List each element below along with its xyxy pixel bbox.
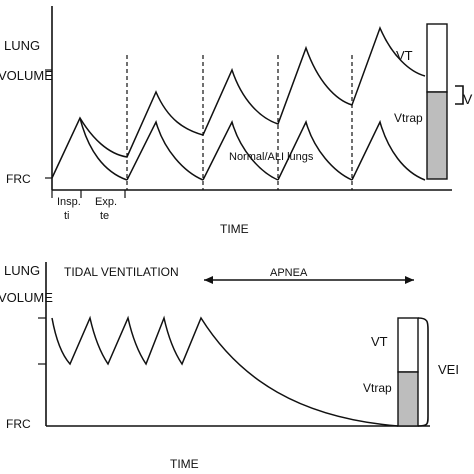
phase-apnea: APNEA <box>270 267 308 279</box>
bottom-vt-bar <box>397 317 419 373</box>
exp-time-label: te <box>100 210 109 222</box>
top-y-label-line1: LUNG <box>4 38 40 53</box>
phase-tidal-ventilation: TIDAL VENTILATION <box>64 265 179 279</box>
bottom-volume-bracket <box>417 317 429 427</box>
insp-label: Insp. <box>57 196 81 208</box>
insp-time-label: ti <box>64 210 70 222</box>
vt-bar <box>426 23 448 93</box>
apnea-arrow-right-head <box>405 276 414 284</box>
top-x-label: TIME <box>220 222 249 236</box>
normal-lung-curve <box>79 117 426 181</box>
tidal-apnea-curve <box>51 315 399 427</box>
bottom-vt-label: VT <box>371 334 388 349</box>
bottom-frc-label: FRC <box>6 417 31 431</box>
top-panel: LUNG VOLUME FRC Insp. ti Exp. te TIME No… <box>0 6 473 236</box>
bottom-vtrap-label: Vtrap <box>363 381 392 395</box>
trapped-air-curve <box>51 25 426 179</box>
top-volume-bracket <box>455 85 464 105</box>
normal-ali-annotation: Normal/ALI lungs <box>229 151 314 163</box>
top-bracket-label: V <box>463 91 473 107</box>
vtrap-bar <box>426 91 448 180</box>
bottom-panel: LUNG VOLUME FRC TIME TIDAL VENTILATION A… <box>0 262 459 471</box>
apnea-arrow-left-head <box>204 276 213 284</box>
bottom-y-label-line2: VOLUME <box>0 290 53 305</box>
top-vtrap-label: Vtrap <box>394 111 423 125</box>
bottom-y-label-line1: LUNG <box>4 263 40 278</box>
exp-label: Exp. <box>95 196 117 208</box>
bottom-vtrap-bar <box>397 371 419 427</box>
top-frc-label: FRC <box>6 172 31 186</box>
top-vt-label: VT <box>396 48 413 63</box>
bottom-x-label: TIME <box>170 457 199 471</box>
vei-label: VEI <box>438 362 459 377</box>
top-y-label-line2: VOLUME <box>0 68 53 83</box>
